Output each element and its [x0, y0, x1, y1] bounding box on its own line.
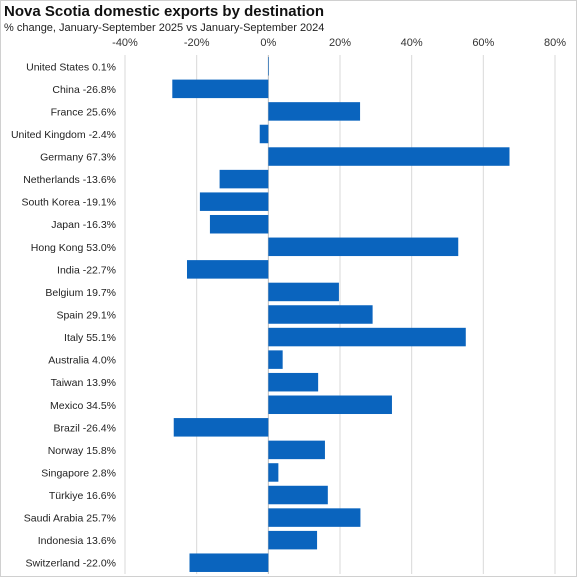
bar: [268, 372, 319, 392]
bar: [268, 463, 279, 482]
bar: [173, 418, 269, 437]
bar: [219, 169, 269, 189]
gridlines: [124, 55, 556, 574]
category-label: Switzerland -22.0%: [26, 558, 116, 570]
x-axis-tick-labels: -40% -20% 0% 20% 40% 60% 80%: [112, 37, 566, 49]
category-label: China -26.8%: [52, 84, 116, 96]
category-label: Norway 15.8%: [48, 445, 116, 457]
category-label: Singapore 2.8%: [41, 467, 116, 479]
bar: [199, 192, 269, 211]
x-tick-label: 40%: [401, 37, 423, 49]
x-tick-label: 20%: [329, 37, 351, 49]
category-label: Mexico 34.5%: [50, 400, 116, 412]
bar: [268, 102, 361, 121]
category-label: Saudi Arabia 25.7%: [24, 513, 116, 525]
category-label: Brazil -26.4%: [54, 422, 116, 434]
category-label: Belgium 19.7%: [45, 287, 116, 299]
bar: [268, 147, 510, 166]
bar: [268, 440, 325, 460]
bar: [186, 260, 269, 279]
bar: [268, 395, 392, 415]
bar: [189, 553, 269, 572]
x-tick-label: -40%: [112, 37, 138, 49]
bar: [259, 124, 269, 144]
bar: [268, 327, 466, 347]
category-label: United Kingdom -2.4%: [11, 129, 116, 141]
x-tick-label: 80%: [544, 37, 566, 49]
category-labels: United States 0.1% China -26.8% France 25.…: [11, 61, 116, 569]
x-tick-label: -20%: [184, 37, 210, 49]
x-tick-label: 0%: [260, 37, 276, 49]
bar: [268, 305, 373, 324]
chart-title: Nova Scotia domestic exports by destinat…: [4, 3, 325, 20]
category-label: Indonesia 13.6%: [38, 535, 116, 547]
chart-subtitle: % change, January-September 2025 vs Janu…: [4, 22, 325, 34]
category-label: Japan -16.3%: [51, 219, 116, 231]
bar: [172, 79, 269, 99]
category-label: Netherlands -13.6%: [23, 174, 116, 186]
bar: [268, 350, 283, 369]
bar: [268, 530, 318, 550]
x-tick-label: 60%: [472, 37, 494, 49]
category-label: Taiwan 13.9%: [51, 377, 116, 389]
category-label: Spain 29.1%: [56, 310, 116, 322]
category-label: Italy 55.1%: [64, 332, 116, 344]
bar: [268, 237, 459, 257]
category-label: France 25.6%: [51, 106, 116, 118]
category-label: Germany 67.3%: [40, 152, 116, 164]
bar: [268, 485, 328, 505]
bar: [209, 214, 269, 234]
bar: [268, 57, 269, 76]
bar: [268, 508, 361, 527]
bars: [172, 57, 510, 572]
category-label: Hong Kong 53.0%: [31, 242, 116, 254]
category-label: South Korea -19.1%: [21, 197, 116, 209]
category-label: Australia 4.0%: [48, 355, 116, 367]
category-label: United States 0.1%: [26, 61, 116, 73]
bar: [268, 282, 339, 302]
category-label: India -22.7%: [57, 264, 116, 276]
category-label: Türkiye 16.6%: [49, 490, 116, 502]
